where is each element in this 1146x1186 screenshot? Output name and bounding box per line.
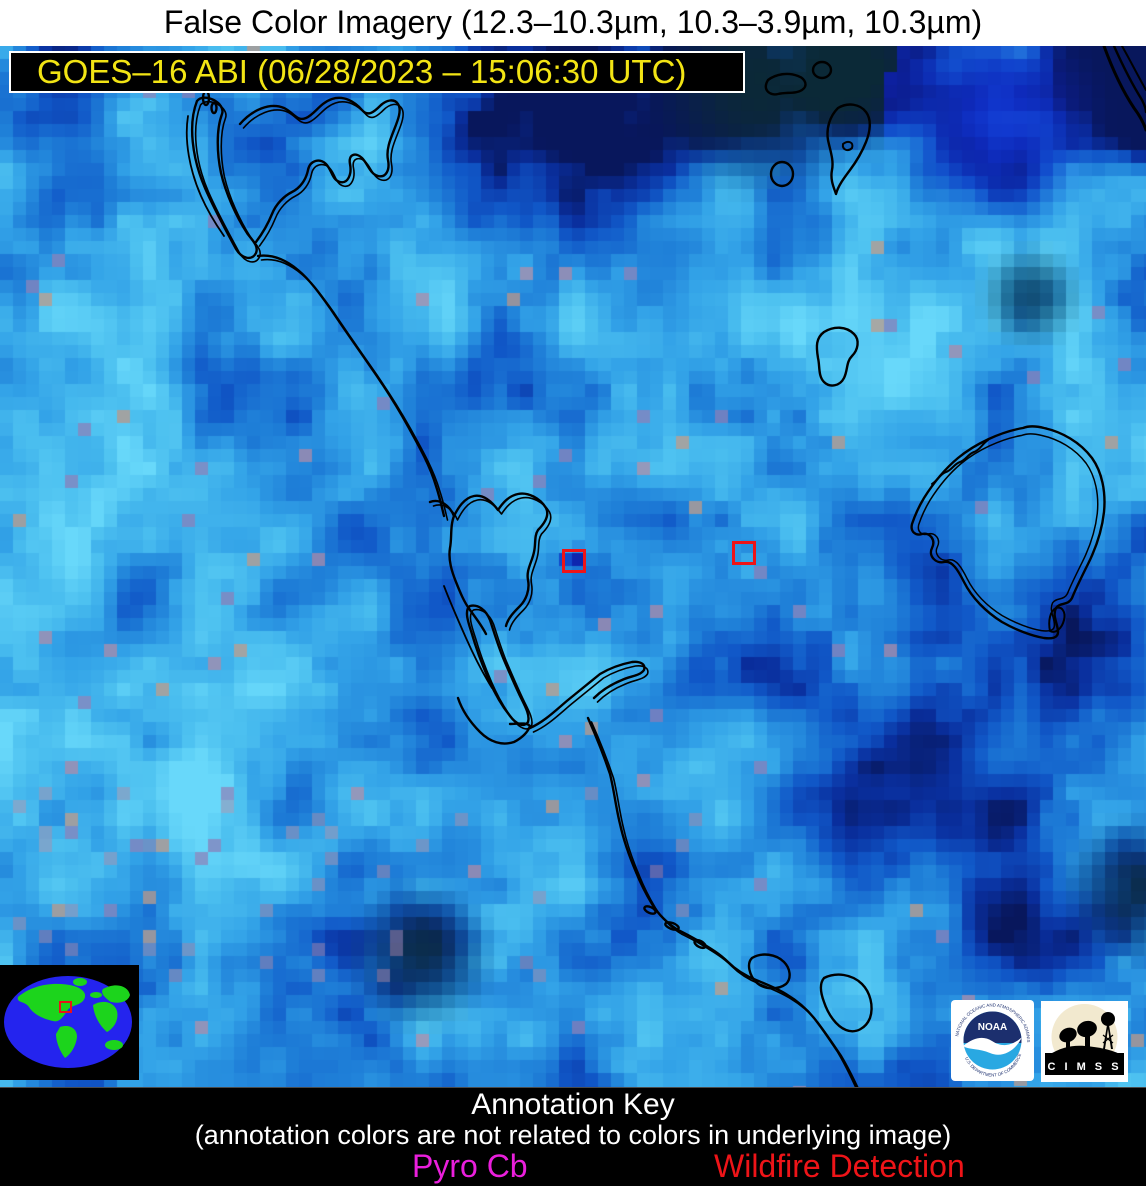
pinellas-coast [190,96,258,260]
banner-text: GOES–16 ABI (06/28/2023 – 15:06:30 UTC) [37,53,687,90]
lake-kissimmee [815,326,859,387]
coastline-overlay [185,46,1146,1087]
legend-pyro-cb: Pyro Cb [412,1148,528,1184]
cimss-wordmark: C I M S S [1047,1061,1121,1073]
east-coast-outer [1102,46,1146,132]
east-coast-inner [1121,46,1146,91]
lake-small-2 [811,60,833,80]
lake-apopka-inner [841,140,854,152]
page-title: False Color Imagery (12.3–10.3µm, 10.3–3… [0,0,1146,46]
wildfire-detection-box [732,541,756,565]
cimss-logo: C I M S S [1041,1001,1128,1082]
tampa-bay-coast [238,96,401,244]
island [210,101,218,115]
southwest-coast [586,716,858,1087]
cimss-silhouette [1045,1012,1124,1075]
inset-region-marker [59,1001,72,1013]
marco-island [747,953,791,990]
legend-wildfire-detection: Wildfire Detection [714,1148,965,1184]
charlotte-harbor-coast [428,492,549,628]
harbor-west-shore [448,514,488,636]
sarasota-coast [256,254,446,518]
lake-okeechobee [910,425,1106,640]
noaa-wordmark: NOAA [978,1022,1007,1033]
annotation-key: Annotation Key (annotation colors are no… [0,1087,1146,1186]
timestamp-banner: GOES–16 ABI (06/28/2023 – 15:06:30 UTC) [9,51,745,93]
lake-small-1 [764,72,807,96]
annotation-key-subtitle: (annotation colors are not related to co… [194,1120,952,1150]
wildfire-detection-box [562,549,586,573]
noaa-logo: NOAA NATIONAL OCEANIC AND ATMOSPHERIC AD… [951,1000,1034,1081]
noaa-bird-icon [963,1037,1022,1055]
lake-small-3 [769,160,795,188]
annotation-key-title: Annotation Key [471,1088,675,1121]
lake-apopka [826,103,871,196]
lake-okeechobee-south-hook [1048,606,1066,633]
captiva-barrier [443,585,493,689]
pine-island [465,604,530,727]
cape-romano-island [819,973,873,1033]
annotation-key-legend: Pyro Cb Wildfire Detection [0,1149,1146,1185]
caloosahatchee-river [528,660,646,730]
satellite-image: GOES–16 ABI (06/28/2023 – 15:06:30 UTC) [0,46,1146,1087]
barrier-islands [185,115,225,237]
lake-okeechobee-nw-scallops [931,439,989,485]
island [664,921,680,931]
island [643,905,657,915]
sanibel-island [456,696,532,745]
inset-world-map [0,965,139,1080]
inset-continents [17,978,130,1058]
